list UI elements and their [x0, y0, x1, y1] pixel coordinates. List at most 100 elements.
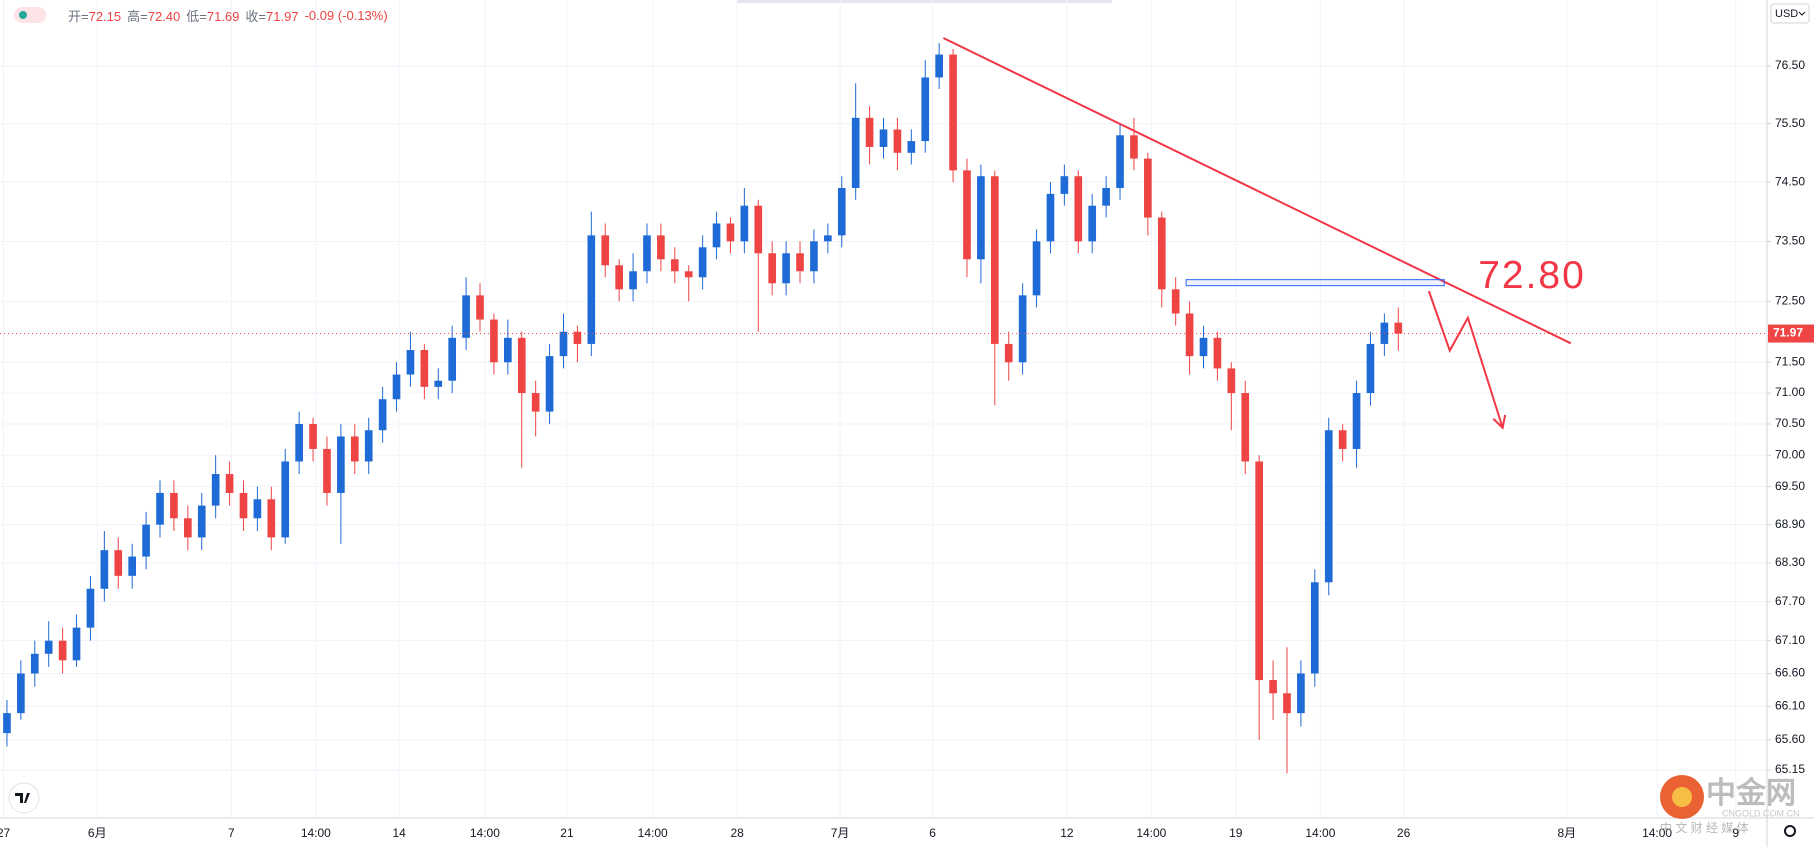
candle-body	[1074, 176, 1083, 242]
candle-body	[462, 295, 470, 338]
candle-body	[935, 54, 943, 78]
currency-button[interactable]	[1770, 3, 1810, 24]
level-label: 72.80	[1478, 254, 1586, 297]
candle-body	[670, 259, 679, 272]
candle-body	[323, 448, 331, 493]
watermark-name: 中金网	[1706, 776, 1796, 810]
grid	[0, 0, 1767, 818]
ohlc-header: 开=72.15 高=72.40 低=71.69 收=71.97 -0.09 (-0.13…	[14, 6, 394, 24]
candle-body	[573, 331, 582, 344]
candle-body	[949, 54, 957, 171]
y-tick-label: 66.10	[1775, 699, 1805, 713]
candle-body	[1227, 368, 1236, 394]
candle-body	[1310, 582, 1319, 674]
candle-body	[545, 356, 554, 412]
candle-body	[156, 492, 164, 525]
y-tick-label: 65.15	[1775, 762, 1805, 776]
y-tick-label: 67.70	[1775, 594, 1805, 608]
watermark-slogan: 中 文 财 经 媒 体	[1660, 820, 1749, 835]
y-tick-label: 66.60	[1775, 666, 1805, 680]
watermark-domain: CNGOLD.COM.CN	[1722, 808, 1800, 818]
ohlc-value: -0.09 (-0.13%)	[304, 7, 388, 23]
candle-body	[643, 235, 651, 272]
candle-body	[865, 117, 874, 147]
candle-body	[170, 492, 178, 519]
ohlc-label: 低=	[186, 8, 207, 24]
candle-body	[30, 653, 39, 674]
candle-body	[17, 673, 25, 714]
x-tick-label: 7	[228, 826, 235, 840]
candle-body	[490, 319, 498, 363]
y-tick-label: 70.50	[1775, 416, 1805, 430]
candle-body	[1046, 193, 1055, 242]
candle-body	[281, 461, 290, 538]
candle-body	[754, 205, 763, 254]
y-tick-label: 67.10	[1775, 633, 1805, 647]
candle-body	[893, 129, 902, 153]
candle-body	[1157, 217, 1166, 290]
candle-body	[1171, 289, 1180, 314]
x-tick-label: 9	[1732, 826, 1739, 840]
candle-body	[197, 505, 206, 538]
candle-body	[601, 235, 610, 266]
y-tick-label: 69.50	[1775, 479, 1805, 493]
currency-chevron	[1798, 11, 1806, 16]
candle-body	[1324, 430, 1333, 583]
tv-logo-mark	[15, 793, 30, 803]
candles	[0, 43, 1767, 774]
settings-icon[interactable]	[1784, 825, 1796, 837]
candle-body	[1394, 322, 1403, 334]
candle-body	[337, 436, 345, 493]
x-tick-label: 14:00	[1136, 826, 1166, 840]
candle-body	[1130, 135, 1138, 159]
candle-body	[420, 350, 429, 387]
candle-body	[142, 524, 150, 557]
candle-body	[253, 499, 262, 519]
candle-body	[921, 77, 930, 142]
candle-body	[1116, 135, 1124, 188]
candle-body	[1004, 343, 1013, 363]
candle-body	[740, 205, 749, 242]
candle-body	[1297, 673, 1305, 714]
ohlc-label: 开=	[68, 8, 89, 24]
last-price-tag	[1768, 324, 1814, 343]
axes: 65.15 65.60 66.10 66.60 67.10 67.70 68.30 68.90…	[0, 58, 1814, 840]
y-tick-label: 68.90	[1775, 517, 1805, 531]
x-tick-label: 14:00	[301, 826, 331, 840]
candle-body	[712, 223, 721, 248]
currency-label: USD	[1775, 8, 1798, 20]
candle-body	[977, 176, 985, 260]
tv-logo	[8, 782, 40, 814]
candle-body	[1283, 693, 1291, 714]
candle-body	[810, 241, 818, 272]
ohlc-label: 高=	[127, 8, 148, 24]
y-tick-label: 65.60	[1775, 732, 1805, 746]
x-tick-label: 19	[1229, 826, 1243, 840]
y-tick-label: 75.50	[1775, 116, 1805, 130]
candle-body	[1352, 393, 1361, 449]
candle-body	[879, 129, 888, 147]
candle-body	[1060, 176, 1069, 194]
candle-body	[531, 393, 540, 412]
ohlc-value: 72.40	[147, 8, 181, 24]
candle-body	[1185, 313, 1194, 357]
candle-body	[990, 176, 999, 344]
candle-body	[100, 550, 109, 589]
candle-body	[295, 424, 303, 462]
candle-body	[44, 640, 53, 654]
level-band	[1185, 279, 1445, 287]
x-tick-label: 6月	[88, 826, 107, 840]
candle-body	[796, 253, 804, 272]
candle-body	[128, 556, 137, 576]
candle-body	[1102, 187, 1110, 206]
ohlc-item: -0.09 (-0.13%)	[305, 8, 388, 23]
trendline	[942, 37, 1572, 345]
ohlc-item: 低=71.69	[186, 6, 239, 25]
y-tick-label: 71.50	[1775, 354, 1805, 368]
candle-body	[434, 380, 443, 387]
candle-body	[837, 187, 846, 236]
ohlc-value: 71.69	[206, 8, 240, 24]
